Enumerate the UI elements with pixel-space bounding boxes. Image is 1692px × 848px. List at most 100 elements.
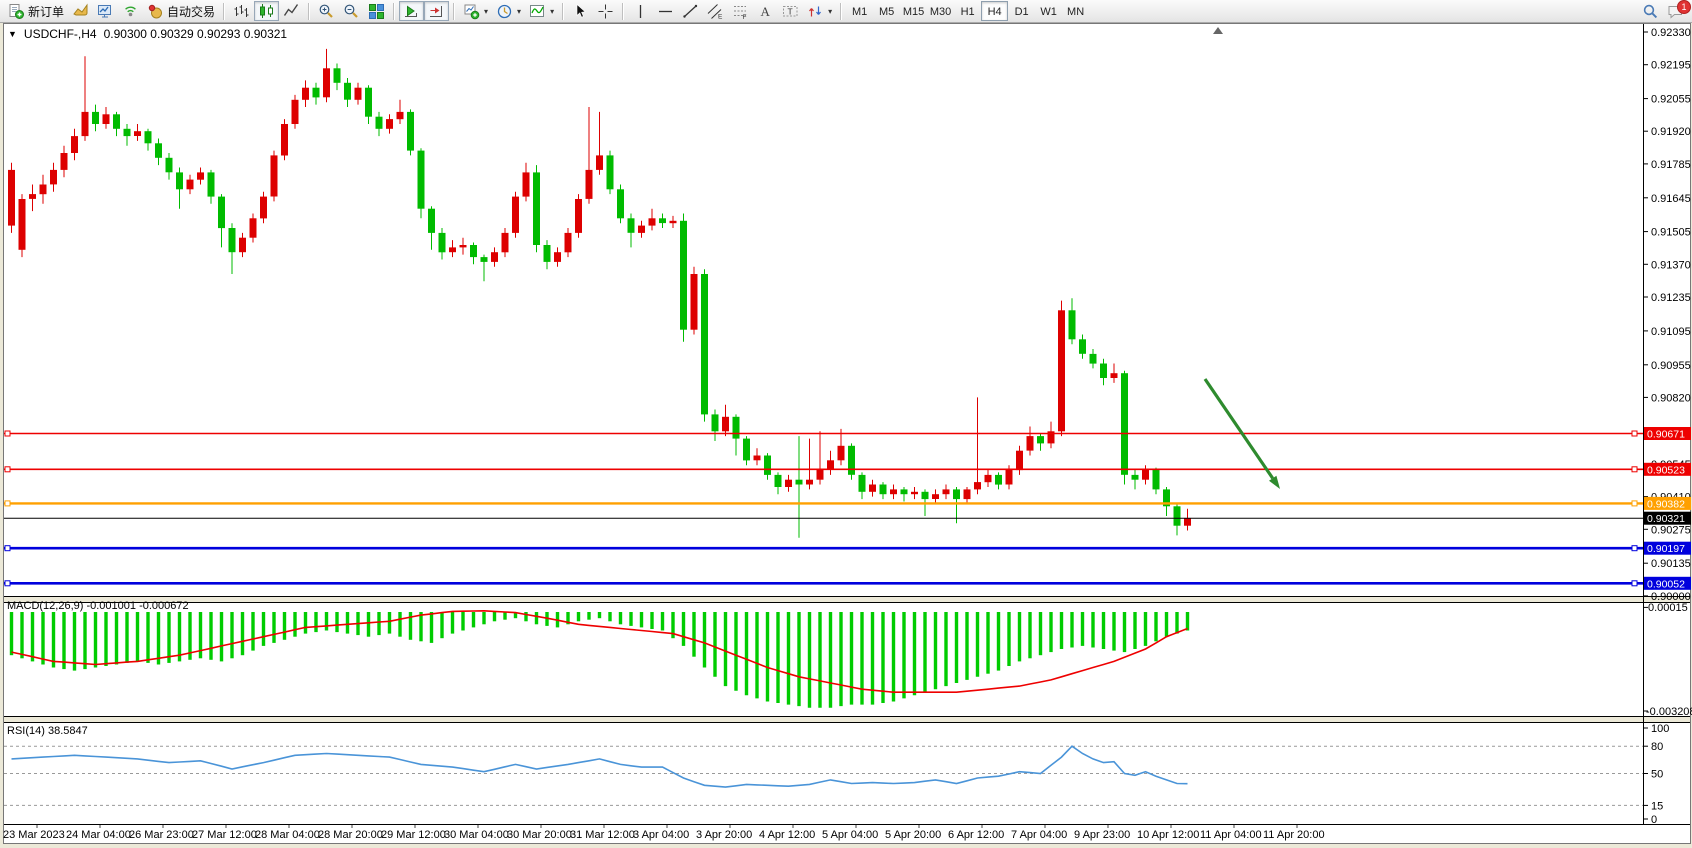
timeframe-m30-button[interactable]: M30	[927, 1, 954, 21]
crosshair-button[interactable]	[593, 1, 618, 21]
svg-text:31 Mar 12:00: 31 Mar 12:00	[570, 829, 635, 841]
new-chart-button[interactable]: ▾	[459, 1, 492, 21]
line-handle[interactable]	[4, 580, 11, 587]
auto-scroll-button[interactable]	[399, 1, 425, 21]
text-icon: A	[757, 3, 774, 20]
candlesticks	[8, 48, 1191, 538]
line-chart-button[interactable]	[279, 1, 304, 21]
candlestick-chart-button[interactable]	[254, 1, 280, 21]
svg-text:0.91370: 0.91370	[1651, 259, 1691, 271]
text-tool-button[interactable]: A	[753, 1, 778, 21]
svg-text:0.92195: 0.92195	[1651, 60, 1691, 72]
equidistant-channel-icon: E	[707, 3, 724, 20]
text-label-icon: T	[782, 3, 799, 20]
clock-icon	[496, 3, 513, 20]
line-handle[interactable]	[4, 545, 11, 552]
toolbar-separator	[453, 2, 456, 20]
zoom-out-button[interactable]	[339, 1, 364, 21]
new-order-button[interactable]: 新订单	[4, 1, 68, 21]
svg-text:0.91505: 0.91505	[1651, 227, 1691, 239]
fibonacci-tool-button[interactable]: F	[728, 1, 753, 21]
svg-text:0.90135: 0.90135	[1651, 558, 1691, 570]
rsi-line	[11, 745, 1188, 788]
signal-icon	[122, 3, 139, 20]
timeframe-m15-button[interactable]: M15	[900, 1, 927, 21]
line-handle[interactable]	[4, 466, 11, 473]
indicators-button[interactable]: ▾	[525, 1, 558, 21]
search-icon	[1642, 3, 1659, 20]
svg-text:7 Apr 04:00: 7 Apr 04:00	[1011, 829, 1067, 841]
svg-text:0.91095: 0.91095	[1651, 326, 1691, 338]
dropdown-caret-icon: ▾	[484, 6, 489, 16]
zoom-out-icon	[343, 3, 360, 20]
chart-shift-marker[interactable]	[1213, 27, 1223, 34]
rsi-axis: 100 80 50 15 0	[4, 723, 1669, 826]
zoom-in-button[interactable]	[314, 1, 339, 21]
line-handle[interactable]	[1631, 500, 1638, 507]
svg-text:0.92055: 0.92055	[1651, 94, 1691, 106]
timeframe-m1-button[interactable]: M1	[846, 1, 873, 21]
cursor-button[interactable]	[568, 1, 593, 21]
svg-text:100: 100	[1651, 723, 1669, 735]
arrows-tool-button[interactable]: ▾	[803, 1, 836, 21]
svg-text:0.90671: 0.90671	[1647, 429, 1685, 441]
svg-text:0.91920: 0.91920	[1651, 126, 1691, 138]
periods-button[interactable]: ▾	[492, 1, 525, 21]
trend-arrow[interactable]	[1203, 378, 1280, 489]
line-handle[interactable]	[1631, 545, 1638, 552]
svg-text:11 Apr 20:00: 11 Apr 20:00	[1263, 829, 1325, 841]
chart-shift-icon	[428, 3, 445, 20]
tile-windows-icon	[368, 3, 385, 20]
svg-text:0.00015: 0.00015	[1648, 602, 1688, 614]
svg-text:6 Apr 12:00: 6 Apr 12:00	[948, 829, 1004, 841]
autotrade-button[interactable]: 自动交易	[143, 1, 219, 21]
chart-shift-button[interactable]	[424, 1, 450, 21]
svg-text:24 Mar 04:00: 24 Mar 04:00	[66, 829, 131, 841]
oneclick-collapse-icon[interactable]: ▼	[8, 29, 17, 39]
svg-text:0.91235: 0.91235	[1651, 292, 1691, 304]
new-order-icon	[8, 3, 25, 20]
timeframe-mn-button[interactable]: MN	[1062, 1, 1089, 21]
crosshair-icon	[597, 3, 614, 20]
trendline-tool-button[interactable]	[678, 1, 703, 21]
line-handle[interactable]	[1631, 430, 1638, 437]
price-axis-scale[interactable]	[1644, 24, 1691, 824]
signal-button[interactable]	[118, 1, 143, 21]
chat-button[interactable]: 1	[1663, 0, 1691, 21]
time-axis-scale[interactable]	[4, 826, 1643, 843]
line-handle[interactable]	[1631, 466, 1638, 473]
trendline-icon	[682, 3, 699, 20]
price-line-labels: 0.90671 0.90523 0.90382 0.90321 0.90197 0.900…	[1644, 427, 1691, 590]
timeframe-h4-button[interactable]: H4	[981, 1, 1009, 21]
chart-profile-button[interactable]	[68, 1, 93, 21]
svg-text:0.91785: 0.91785	[1651, 159, 1691, 171]
svg-text:15: 15	[1651, 800, 1663, 812]
vertical-line-tool-button[interactable]	[628, 1, 653, 21]
horizontal-line-tool-button[interactable]	[653, 1, 678, 21]
channel-tool-button[interactable]: E	[703, 1, 728, 21]
bar-chart-button[interactable]	[229, 1, 254, 21]
market-watch-button[interactable]	[93, 1, 118, 21]
timeframe-m5-button[interactable]: M5	[873, 1, 900, 21]
line-handle[interactable]	[1631, 580, 1638, 587]
svg-text:80: 80	[1651, 741, 1663, 753]
svg-text:0.90000: 0.90000	[1651, 591, 1691, 603]
timeframe-h1-button[interactable]: H1	[954, 1, 981, 21]
line-handle[interactable]	[4, 500, 11, 507]
chart-title: ▼ USDCHF-,H4 0.90300 0.90329 0.90293 0.9…	[8, 27, 287, 41]
tile-windows-button[interactable]	[364, 1, 389, 21]
text-label-tool-button[interactable]: T	[778, 1, 803, 21]
svg-text:5 Apr 04:00: 5 Apr 04:00	[822, 829, 878, 841]
svg-text:F: F	[743, 14, 747, 20]
svg-text:30 Mar 20:00: 30 Mar 20:00	[507, 829, 572, 841]
timeframe-w1-button[interactable]: W1	[1035, 1, 1062, 21]
timeframe-d1-button[interactable]: D1	[1008, 1, 1035, 21]
autotrade-icon	[147, 3, 164, 20]
svg-text:23 Mar 2023: 23 Mar 2023	[3, 829, 65, 841]
svg-text:0.90321: 0.90321	[1647, 513, 1685, 525]
toolbar-separator	[223, 2, 226, 20]
search-button[interactable]	[1638, 1, 1663, 21]
line-handle[interactable]	[4, 430, 11, 437]
new-order-label: 新订单	[28, 4, 65, 19]
